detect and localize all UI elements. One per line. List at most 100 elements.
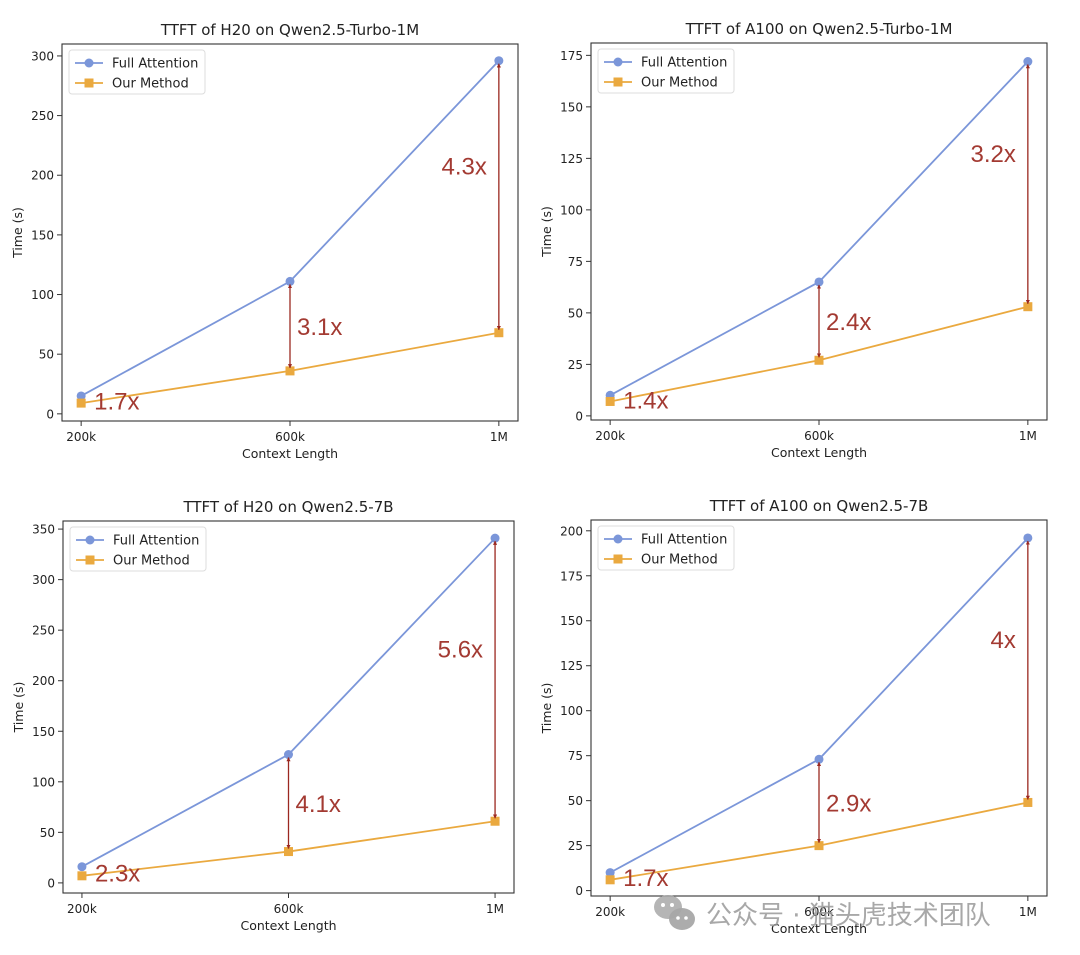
speedup-label: 5.6x — [438, 637, 483, 664]
y-tick-label: 350 — [32, 523, 55, 537]
speedup-label: 1.7x — [94, 389, 139, 416]
y-axis-label: Time (s) — [539, 206, 554, 258]
speedup-label: 4x — [990, 627, 1015, 654]
legend-item: Our Method — [604, 553, 718, 568]
legend-label: Our Method — [641, 553, 718, 568]
axes-frame — [62, 520, 515, 894]
legend-label: Full Attention — [641, 56, 727, 71]
legend-marker-circle — [84, 58, 94, 68]
y-tick-label: 50 — [40, 826, 55, 840]
y-tick-label: 100 — [31, 288, 54, 302]
legend: Full Attention Our Method — [597, 48, 735, 94]
legend-marker-circle — [613, 534, 623, 544]
x-tick-label: 200k — [595, 905, 625, 919]
legend-item: Our Method — [76, 554, 190, 569]
speedup-label: 3.1x — [297, 314, 342, 341]
data-point-our-method — [76, 398, 86, 408]
x-tick-label: 600k — [804, 429, 834, 443]
x-tick-label: 600k — [274, 902, 304, 916]
legend: Full Attention Our Method — [69, 526, 207, 572]
y-tick-label: 200 — [31, 169, 54, 183]
data-point-full-attention — [77, 862, 87, 872]
axes-frame — [61, 43, 519, 422]
y-tick-label: 0 — [47, 876, 55, 890]
y-tick-label: 25 — [568, 358, 583, 372]
y-tick-label: 0 — [46, 407, 54, 421]
y-tick-label: 200 — [32, 674, 55, 688]
data-point-our-method — [77, 871, 87, 881]
y-tick-label: 125 — [560, 659, 583, 673]
y-axis-label: Time (s) — [10, 207, 25, 259]
chart-panel: TTFT of A100 on Qwen2.5-7B 0 25 50 75 100 125 1… — [539, 497, 1048, 936]
x-axis-label: Context Length — [771, 445, 867, 460]
wechat-icon — [654, 895, 695, 930]
chart-panel: TTFT of H20 on Qwen2.5-7B 0 50 100 150 200 250… — [11, 498, 515, 933]
legend-label: Full Attention — [641, 533, 727, 548]
speedup-label: 1.4x — [623, 387, 668, 414]
legend-item: Full Attention — [604, 533, 727, 548]
data-point-full-attention — [494, 56, 504, 66]
data-point-our-method — [285, 366, 295, 376]
y-tick-label: 50 — [568, 794, 583, 808]
watermark-text: 公众号 · 猫头虎技术团队 — [706, 901, 991, 931]
speedup-label: 4.1x — [296, 791, 341, 818]
y-tick-label: 100 — [32, 775, 55, 789]
legend-label: Full Attention — [112, 57, 198, 72]
legend-item: Full Attention — [604, 56, 727, 71]
y-axis-label: Time (s) — [11, 682, 26, 734]
speedup-label: 2.9x — [826, 790, 871, 817]
x-tick-label: 200k — [595, 429, 625, 443]
speedup-label: 3.2x — [970, 141, 1015, 168]
y-tick-label: 300 — [31, 49, 54, 63]
y-tick-label: 50 — [39, 348, 54, 362]
data-point-our-method — [284, 847, 293, 857]
data-point-our-method — [814, 355, 824, 365]
legend-marker-square — [85, 555, 95, 565]
x-axis-label: Context Length — [240, 918, 336, 933]
legend-item: Full Attention — [76, 534, 199, 549]
x-axis-label: Context Length — [771, 921, 867, 936]
y-tick-label: 200 — [560, 524, 583, 538]
legend-label: Our Method — [641, 76, 718, 91]
y-tick-label: 250 — [31, 109, 54, 123]
y-tick-label: 50 — [568, 306, 583, 320]
x-tick-label: 1M — [1019, 905, 1037, 919]
legend-marker-circle — [613, 57, 623, 67]
y-tick-label: 75 — [568, 255, 583, 269]
data-point-full-attention — [814, 277, 824, 287]
data-point-our-method — [814, 841, 824, 851]
x-tick-label: 600k — [275, 430, 305, 444]
legend-marker-square — [84, 78, 94, 88]
legend-item: Our Method — [604, 76, 718, 91]
data-point-full-attention — [1023, 533, 1033, 543]
data-point-our-method — [605, 875, 615, 885]
x-tick-label: 1M — [1019, 429, 1037, 443]
speedup-label: 1.7x — [623, 865, 668, 892]
data-point-full-attention — [1023, 57, 1033, 67]
speedup-label: 2.4x — [826, 309, 871, 336]
data-point-our-method — [1023, 797, 1033, 807]
speedup-label: 2.3x — [95, 860, 140, 887]
legend-item: Full Attention — [75, 57, 198, 72]
y-tick-label: 300 — [32, 573, 55, 587]
chart-title: TTFT of H20 on Qwen2.5-7B — [182, 498, 393, 516]
data-point-full-attention — [284, 750, 293, 760]
y-tick-label: 150 — [560, 614, 583, 628]
y-tick-label: 0 — [575, 884, 583, 898]
legend: Full Attention Our Method — [597, 525, 735, 571]
y-axis-label: Time (s) — [539, 683, 554, 735]
y-tick-label: 175 — [560, 49, 583, 63]
chart-title: TTFT of A100 on Qwen2.5-7B — [709, 497, 929, 515]
y-tick-label: 0 — [575, 409, 583, 423]
legend-label: Our Method — [112, 77, 189, 92]
data-point-our-method — [605, 396, 615, 406]
data-point-full-attention — [285, 276, 295, 286]
axes-frame — [590, 519, 1048, 897]
x-tick-label: 200k — [66, 430, 96, 444]
speedup-label: 4.3x — [441, 154, 486, 181]
x-tick-label: 200k — [67, 902, 97, 916]
data-point-full-attention — [76, 391, 86, 401]
axes-frame — [590, 42, 1048, 421]
y-tick-label: 150 — [32, 725, 55, 739]
